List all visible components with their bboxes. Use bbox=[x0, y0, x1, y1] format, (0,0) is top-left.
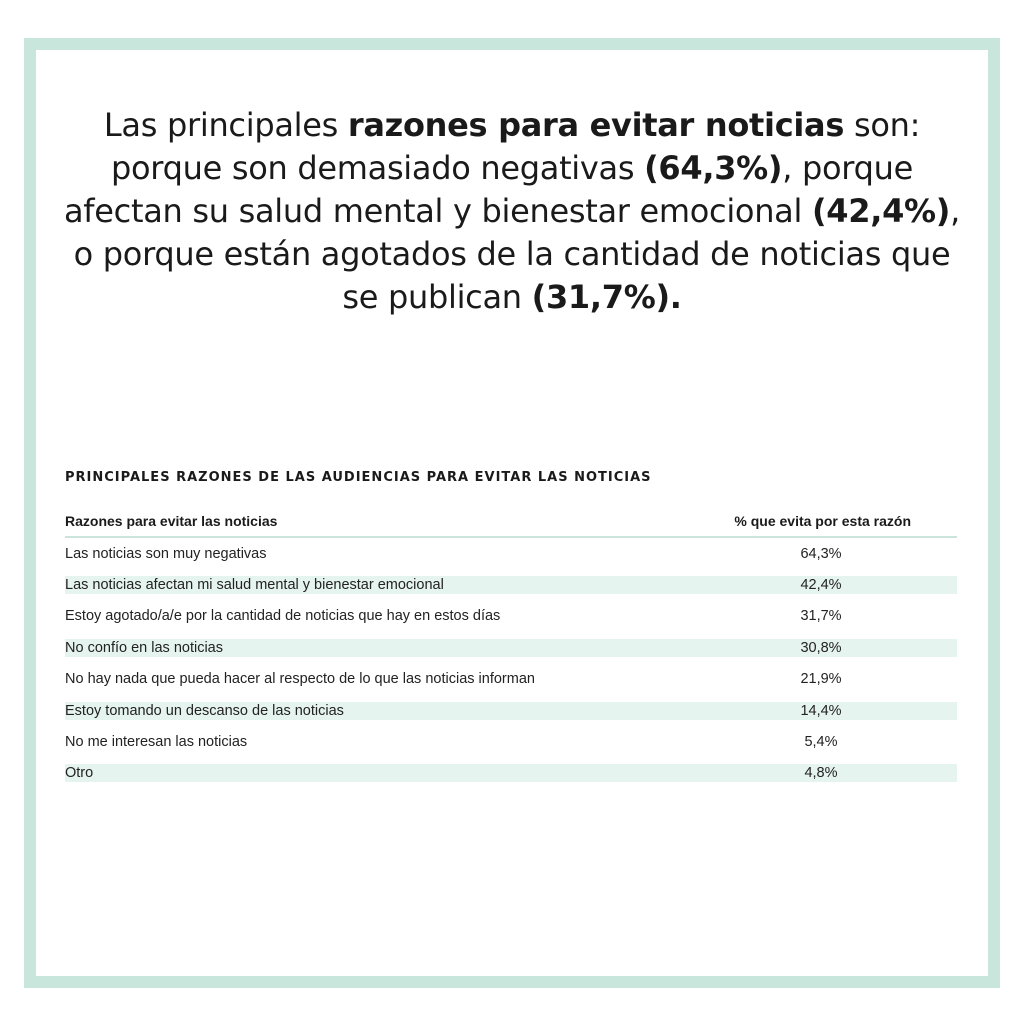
reasons-table: Razones para evitar las noticias % que e… bbox=[65, 506, 957, 789]
table-row: Las noticias afectan mi salud mental y b… bbox=[65, 569, 957, 600]
reason-cell: No hay nada que pueda hacer al respecto … bbox=[65, 671, 535, 688]
table-header-row: Razones para evitar las noticias % que e… bbox=[65, 506, 957, 538]
table-row: Estoy agotado/a/e por la cantidad de not… bbox=[65, 601, 957, 632]
reason-cell: Estoy tomando un descanso de las noticia… bbox=[65, 701, 685, 720]
table-row: No me interesan las noticias 5,4% bbox=[65, 726, 957, 757]
percent-cell: 30,8% bbox=[685, 638, 957, 657]
percent-cell: 14,4% bbox=[685, 701, 957, 720]
column-header-percent: % que evita por esta razón bbox=[734, 513, 911, 529]
percent-cell: 64,3% bbox=[800, 545, 842, 562]
table-row: No confío en las noticias 30,8% bbox=[65, 632, 957, 663]
percent-cell: 31,7% bbox=[800, 608, 842, 625]
headline-text-2: son: porque son demasiado negativas bbox=[111, 106, 921, 187]
table-row: Otro 4,8% bbox=[65, 758, 957, 789]
percent-cell: 42,4% bbox=[685, 576, 957, 595]
headline-bold-2: (64,3%) bbox=[644, 149, 783, 187]
percent-cell: 4,8% bbox=[685, 764, 957, 783]
headline-bold-3: (42,4%) bbox=[811, 192, 951, 230]
percent-cell: 21,9% bbox=[800, 671, 842, 688]
table-row: No hay nada que pueda hacer al respecto … bbox=[65, 664, 957, 695]
percent-cell: 5,4% bbox=[804, 734, 838, 751]
reason-cell: Otro bbox=[65, 764, 685, 783]
headline-bold-4: (31,7%). bbox=[531, 278, 682, 316]
reason-cell: No me interesan las noticias bbox=[65, 734, 248, 751]
headline-text-4: , o porque están agotados de la cantidad… bbox=[73, 192, 961, 316]
headline-text-3: , porque afectan su salud mental y biene… bbox=[63, 149, 913, 230]
reason-cell: No confío en las noticias bbox=[65, 638, 685, 657]
headline-bold-1: razones para evitar noticias bbox=[347, 106, 845, 144]
headline: Las principales razones para evitar noti… bbox=[60, 104, 964, 319]
reason-cell: Las noticias son muy negativas bbox=[65, 545, 267, 562]
table-title: PRINCIPALES RAZONES DE LAS AUDIENCIAS PA… bbox=[65, 470, 652, 485]
reason-cell: Las noticias afectan mi salud mental y b… bbox=[65, 576, 685, 595]
headline-text-1: Las principales bbox=[103, 106, 348, 144]
table-row: Estoy tomando un descanso de las noticia… bbox=[65, 695, 957, 726]
reason-cell: Estoy agotado/a/e por la cantidad de not… bbox=[65, 608, 501, 625]
card-frame bbox=[24, 38, 1000, 988]
table-row: Las noticias son muy negativas 64,3% bbox=[65, 538, 957, 569]
column-header-reason: Razones para evitar las noticias bbox=[65, 513, 278, 529]
